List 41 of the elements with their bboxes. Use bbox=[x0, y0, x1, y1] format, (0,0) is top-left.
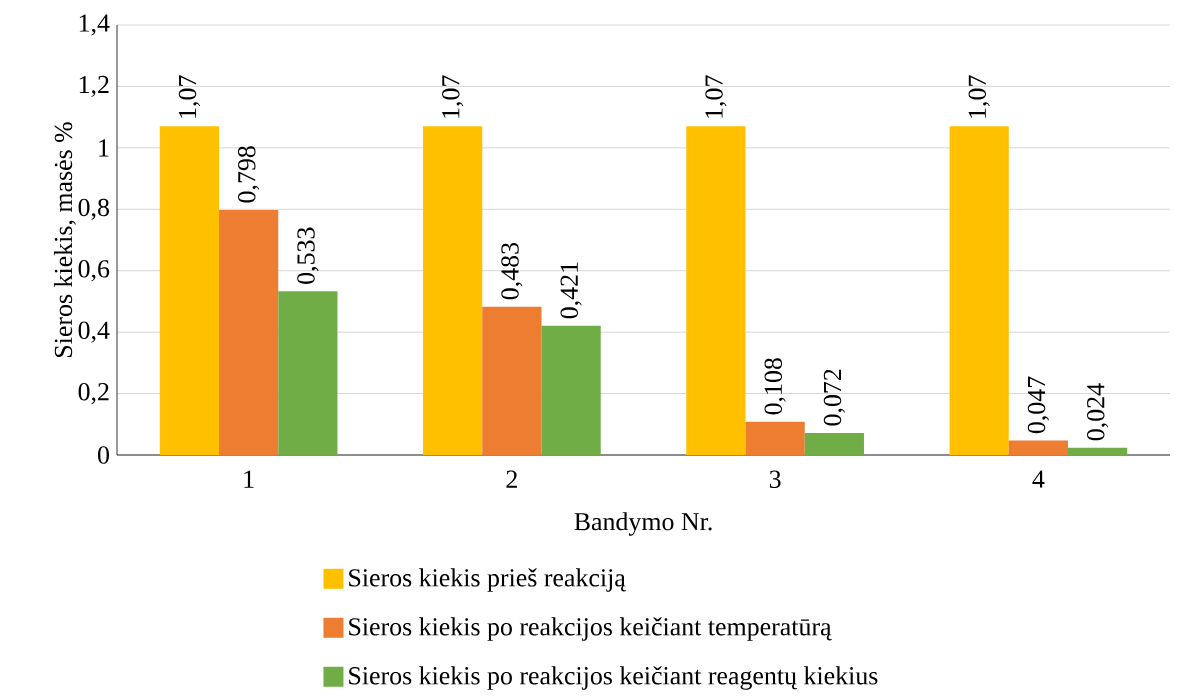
data-label: 0,483 bbox=[501, 242, 523, 300]
data-label: 1,07 bbox=[178, 75, 201, 118]
y-tick-label: 1,4 bbox=[79, 14, 110, 36]
y-tick-label: 0,8 bbox=[78, 198, 109, 220]
x-tick-label: 4 bbox=[1032, 470, 1045, 488]
data-label: 1,07 bbox=[968, 75, 990, 118]
legend-label: Sieros kiekis po reakcijos keičiant reagentų kiekius bbox=[349, 666, 878, 690]
data-label: 0,024 bbox=[1087, 383, 1109, 441]
x-tick-label: 3 bbox=[769, 470, 781, 488]
data-label: 1,07 bbox=[705, 75, 727, 118]
data-label: 0,421 bbox=[560, 262, 582, 319]
bar bbox=[804, 432, 864, 455]
bar bbox=[949, 126, 1009, 455]
data-label: 0,047 bbox=[1027, 376, 1050, 434]
data-label: 0,108 bbox=[764, 358, 786, 415]
y-tick-label: 0 bbox=[98, 446, 109, 464]
data-label: 1,07 bbox=[442, 75, 464, 118]
bar bbox=[219, 209, 279, 455]
bar bbox=[423, 126, 483, 455]
bar bbox=[482, 306, 542, 455]
bar bbox=[541, 325, 601, 455]
y-tick-label: 1,2 bbox=[79, 75, 109, 98]
data-label: 0,533 bbox=[297, 227, 319, 284]
y-tick-label: 0,4 bbox=[78, 321, 110, 343]
bar bbox=[159, 126, 220, 455]
legend-label: Sieros kiekis prieš reakciją bbox=[349, 568, 627, 592]
x-tick-label: 2 bbox=[506, 470, 517, 488]
x-axis-title: Bandymo Nr. bbox=[574, 512, 712, 536]
bar bbox=[1068, 447, 1128, 455]
y-tick-label: 0,6 bbox=[78, 260, 110, 282]
bar bbox=[278, 291, 338, 455]
legend-label: Sieros kiekis po reakcijos keičiant temperatūrą bbox=[349, 617, 832, 641]
y-axis-title: Sieros kiekis, masės % bbox=[53, 122, 76, 357]
data-label: 0,798 bbox=[238, 146, 260, 203]
bar bbox=[686, 126, 746, 455]
x-tick-label: 1 bbox=[244, 470, 254, 488]
y-tick-label: 1 bbox=[99, 139, 109, 157]
bar bbox=[1008, 440, 1068, 455]
bar bbox=[745, 421, 805, 455]
data-label: 0,072 bbox=[823, 369, 845, 426]
y-tick-label: 0,2 bbox=[78, 382, 109, 405]
